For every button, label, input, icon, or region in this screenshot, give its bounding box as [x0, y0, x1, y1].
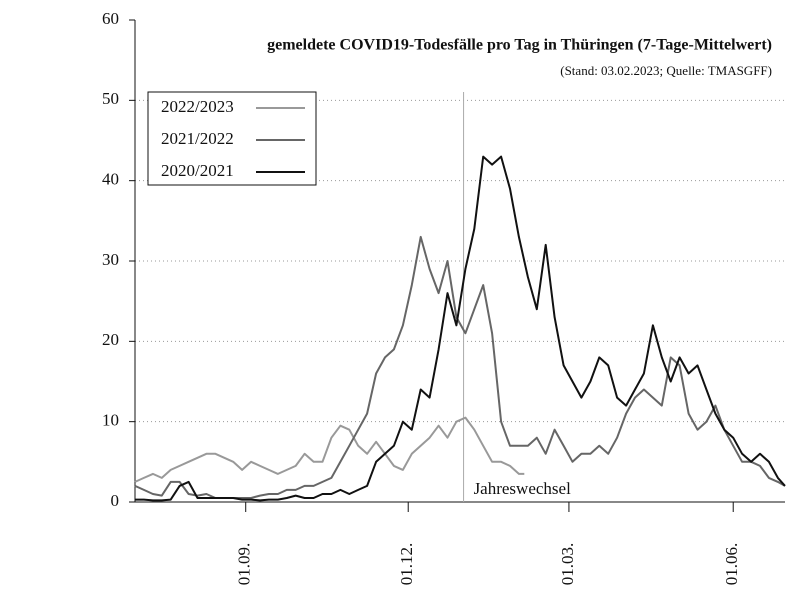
- legend-label: 2022/2023: [161, 97, 234, 116]
- y-tick-label: 60: [102, 9, 119, 28]
- annotation-text: Jahreswechsel: [474, 479, 572, 498]
- x-tick-label: 01.12.: [397, 543, 416, 586]
- series-line: [134, 416, 525, 483]
- chart-subtitle: (Stand: 03.02.2023; Quelle: TMASGFF): [560, 63, 772, 78]
- x-tick-label: 01.03.: [558, 543, 577, 586]
- y-tick-label: 10: [102, 411, 119, 430]
- x-tick-label: 01.06.: [722, 543, 741, 586]
- y-tick-label: 50: [102, 89, 119, 108]
- legend-label: 2021/2022: [161, 129, 234, 148]
- y-tick-label: 30: [102, 250, 119, 269]
- chart-title: gemeldete COVID19-Todesfälle pro Tag in …: [267, 37, 772, 54]
- series-line: [134, 235, 786, 499]
- y-tick-label: 20: [102, 330, 119, 349]
- y-tick-label: 40: [102, 170, 119, 189]
- legend-label: 2020/2021: [161, 161, 234, 180]
- x-tick-label: 01.09.: [235, 543, 254, 586]
- series-line: [135, 155, 786, 502]
- y-tick-label: 0: [111, 491, 120, 510]
